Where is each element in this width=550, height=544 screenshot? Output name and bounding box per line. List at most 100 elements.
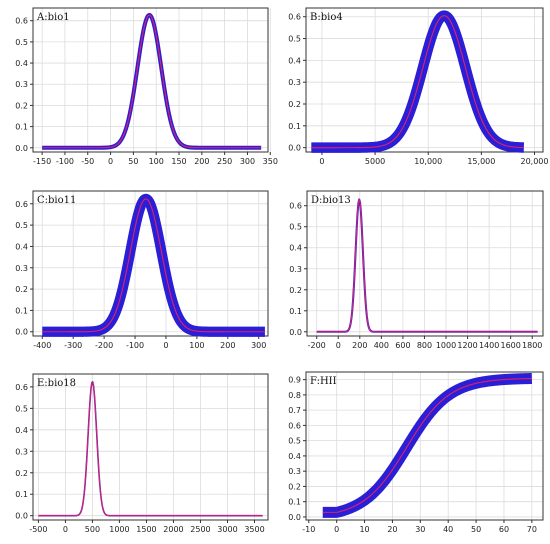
- panel-a-xtick-label-10: 350: [263, 157, 278, 166]
- panel-c-ytick-label-1: 0.1: [15, 306, 28, 315]
- panel-b-xtick-label-0: 0: [319, 157, 324, 166]
- panel-f-xtick-label-2: 10: [359, 525, 369, 534]
- panel-b-title: B:bio4: [310, 12, 343, 23]
- panel-d-ytick-label-3: 0.3: [289, 265, 302, 274]
- panel-c-ytick-label-3: 0.3: [15, 264, 28, 273]
- panel-a-ytick-label-1: 0.1: [15, 123, 28, 132]
- panel-a-chart: -150 -100 -50 0 50 100 150 200 250 300 350 0.0 0.1 0.…: [15, 7, 278, 166]
- panel-c-xtick-label-2: -200: [95, 341, 113, 350]
- panel-e-xtick-label-1: 0: [63, 525, 68, 534]
- panel-b-xtick-label-4: 20,000: [520, 157, 548, 166]
- panel-a-response-curve: [42, 14, 262, 149]
- panel-f-ytick-label-1: 0.1: [288, 498, 301, 507]
- panel-a-ytick-label-6: 0.6: [15, 17, 28, 26]
- panel-d-ytick-label-2: 0.2: [289, 286, 302, 295]
- panel-c-xtick-label-0: -400: [33, 341, 51, 350]
- panel-f-title: F:HII: [310, 376, 337, 387]
- panel-e-xtick-label-8: 3500: [244, 525, 264, 534]
- panel-a-xtick-label-2: -50: [81, 157, 94, 166]
- panel-f-xtick-label-1: 0: [334, 525, 339, 534]
- panel-a-xtick-label-1: -100: [56, 157, 74, 166]
- panel-b-ytick-label-2: 0.2: [288, 100, 301, 109]
- panel-e-ytick-label-6: 0.6: [15, 383, 28, 392]
- panel-b-ytick-label-5: 0.5: [288, 35, 301, 44]
- panel-e-title: E:bio18: [37, 378, 76, 389]
- panel-c-ytick-label-4: 0.4: [15, 242, 28, 251]
- panel-c-xtick-label-4: 0: [163, 341, 168, 350]
- panel-c-ytick-label-6: 0.6: [15, 200, 28, 209]
- panel-a-ytick-label-2: 0.2: [15, 101, 28, 110]
- panel-e-chart: -500 0 500 1000 1500 2000 2500 3000 3500 0.0 0.1 0.…: [15, 373, 269, 534]
- panel-e-ytick-label-4: 0.4: [15, 426, 28, 435]
- panel-f-ytick-label-3: 0.3: [288, 467, 301, 476]
- panel-d-chart: -200 0 200 400 600 800 1000 1200 1400 1600 1800 0.0…: [289, 190, 544, 350]
- panel-f-ytick-label-6: 0.6: [288, 421, 301, 430]
- panel-e-xtick-label-3: 1000: [109, 525, 129, 534]
- panel-d-ytick-label-6: 0.6: [289, 202, 302, 211]
- panel-a-ytick-label-4: 0.4: [15, 59, 28, 68]
- panel-c-xtick-label-1: -300: [64, 341, 82, 350]
- panel-c-xtick-label-3: -100: [126, 341, 144, 350]
- panel-b-frame: [305, 7, 544, 153]
- panel-a-xtick-label-3: 0: [108, 157, 113, 166]
- panel-d-ytick-label-5: 0.5: [289, 223, 302, 232]
- panel-a-ytick-label-0: 0.0: [15, 144, 28, 153]
- panel-b-uncertainty-band: [306, 10, 529, 153]
- panel-b-chart: 0 5000 10,000 15,000 20,000 0.0 0.1 0.2 0.3 0.4 0.…: [288, 7, 548, 166]
- panel-c-chart: -400 -300 -200 -100 0 100 200 300 0.0 0.1 0.2 0.3 0.…: [15, 190, 270, 350]
- panel-f-xtick-label-7: 60: [499, 525, 509, 534]
- panel-e-response-curve: [38, 381, 263, 517]
- panel-f-xtick-label-6: 50: [471, 525, 481, 534]
- panel-b-xtick-label-3: 15,000: [467, 157, 495, 166]
- panel-d-ytick-label-4: 0.4: [289, 244, 302, 253]
- panel-f-ytick-label-4: 0.4: [288, 452, 301, 461]
- panel-d-xtick-label-5: 800: [417, 341, 432, 350]
- panel-e-xtick-label-6: 2500: [190, 525, 210, 534]
- panel-e-ytick-label-3: 0.3: [15, 447, 28, 456]
- panel-a-ytick-label-3: 0.3: [15, 80, 28, 89]
- panel-f-xtick-label-5: 40: [443, 525, 453, 534]
- panel-e-ytick-label-1: 0.1: [15, 490, 28, 499]
- panel-d-xtick-label-9: 1600: [500, 341, 520, 350]
- panel-f-xtick-label-8: 70: [527, 525, 537, 534]
- panel-b-ytick-label-3: 0.3: [288, 78, 301, 87]
- panel-d-xtick-label-6: 1000: [436, 341, 456, 350]
- panel-e-ytick-label-0: 0.0: [15, 512, 28, 521]
- panel-e-xtick-label-0: -500: [29, 525, 47, 534]
- panel-c-xtick-label-6: 200: [220, 341, 235, 350]
- panel-d-xtick-label-2: 200: [352, 341, 367, 350]
- panel-d-ytick-label-1: 0.1: [289, 307, 302, 316]
- panel-e-ytick-label-2: 0.2: [15, 469, 28, 478]
- panel-f-ytick-label-2: 0.2: [288, 482, 301, 491]
- panel-e-uncertainty-band: [38, 381, 263, 517]
- panel-c-ytick-label-0: 0.0: [15, 328, 28, 337]
- panel-a-xtick-label-6: 150: [171, 157, 186, 166]
- panel-d-uncertainty-band: [316, 198, 538, 333]
- panel-b-ytick-label-1: 0.1: [288, 122, 301, 131]
- panel-f-frame: [305, 371, 544, 521]
- panel-d-xtick-label-0: -200: [308, 341, 326, 350]
- panel-d-ytick-label-0: 0.0: [289, 328, 302, 337]
- panel-d-title: D:bio13: [311, 195, 351, 206]
- panel-b-xtick-label-2: 10,000: [414, 157, 442, 166]
- panel-d-xtick-label-10: 1800: [522, 341, 542, 350]
- panel-a-xtick-label-5: 100: [149, 157, 164, 166]
- panel-c-xtick-label-5: 100: [189, 341, 204, 350]
- panel-e-xtick-label-7: 3000: [217, 525, 237, 534]
- panel-d-frame: [306, 190, 544, 337]
- panel-d-xtick-label-3: 400: [374, 341, 389, 350]
- panel-f-ytick-label-7: 0.7: [288, 406, 301, 415]
- panel-b-xtick-label-1: 5000: [365, 157, 385, 166]
- panel-c-uncertainty-band: [38, 193, 270, 337]
- panel-e-xtick-label-5: 2000: [163, 525, 183, 534]
- panel-c-ytick-label-5: 0.5: [15, 221, 28, 230]
- panel-f-ytick-label-9: 0.9: [288, 376, 301, 385]
- panel-a-xtick-label-9: 300: [240, 157, 255, 166]
- panel-f-chart: -10 0 10 20 30 40 50 60 70 0.0 0.1 0.2 0.3 0.4 0.5 0.6 0…: [288, 371, 544, 534]
- panel-e-frame: [32, 373, 269, 521]
- panel-b-ytick-label-6: 0.6: [288, 13, 301, 22]
- panel-f-ytick-label-8: 0.8: [288, 391, 301, 400]
- panel-c-response-curve: [42, 198, 265, 333]
- panel-b-response-curve: [311, 15, 524, 149]
- panel-b-ytick-label-4: 0.4: [288, 56, 301, 65]
